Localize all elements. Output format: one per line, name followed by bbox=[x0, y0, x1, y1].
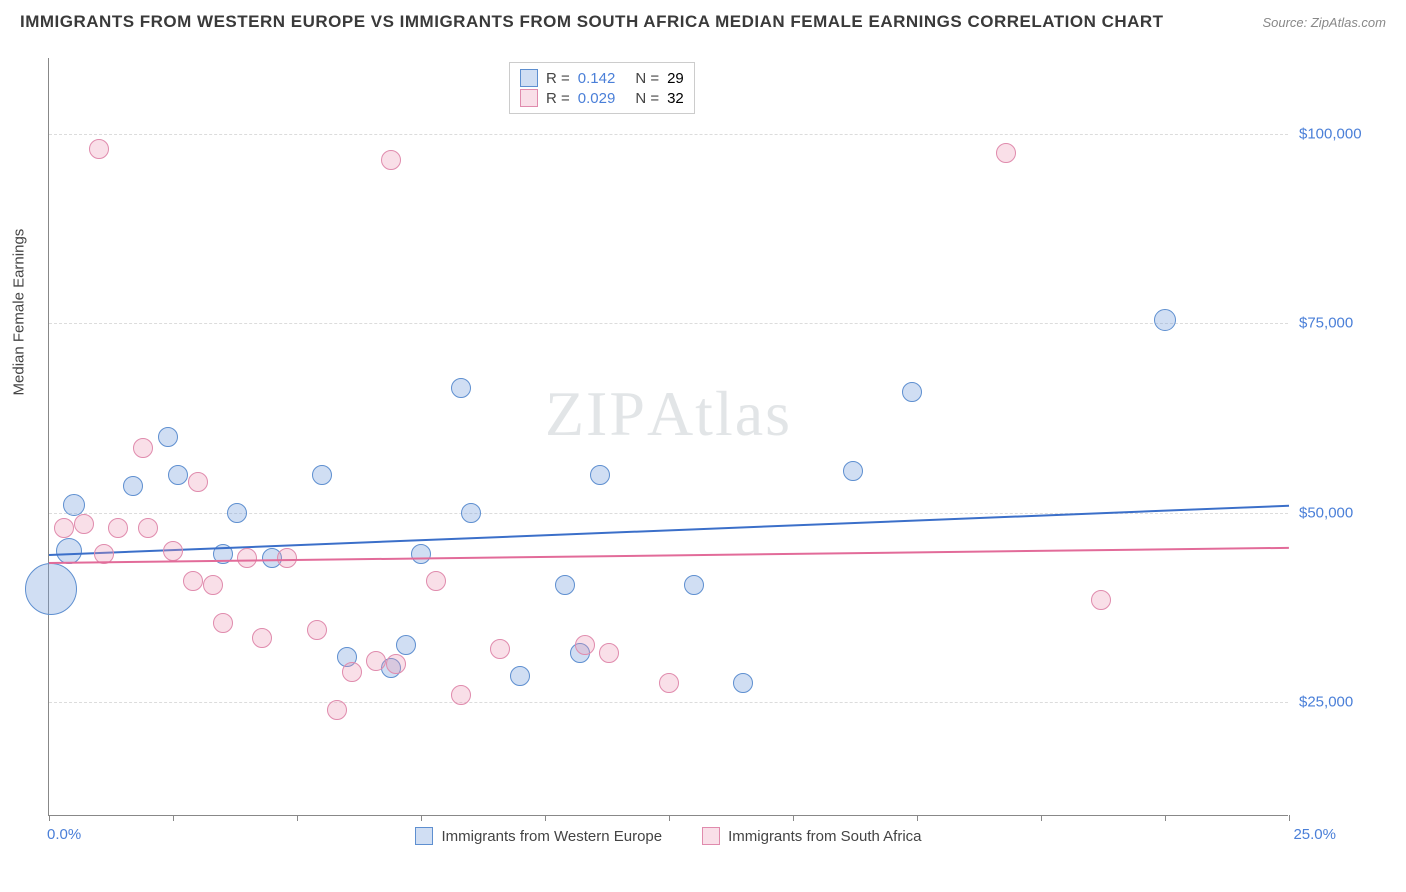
r-label: R = bbox=[546, 90, 570, 107]
data-point bbox=[213, 613, 233, 633]
data-point bbox=[74, 514, 94, 534]
x-tick bbox=[421, 815, 422, 821]
data-point bbox=[599, 643, 619, 663]
gridline-h bbox=[49, 702, 1288, 703]
data-point bbox=[307, 620, 327, 640]
data-point bbox=[158, 427, 178, 447]
data-point bbox=[411, 544, 431, 564]
watermark-text: ZIPAtlas bbox=[545, 377, 792, 451]
y-tick-label: $25,000 bbox=[1299, 694, 1353, 711]
data-point bbox=[843, 461, 863, 481]
trend-line bbox=[49, 547, 1289, 564]
x-min-label: 0.0% bbox=[47, 826, 81, 843]
series-name-1: Immigrants from Western Europe bbox=[441, 828, 662, 845]
data-point bbox=[902, 382, 922, 402]
legend-row-series-2: R = 0.029 N = 32 bbox=[520, 89, 684, 107]
data-point bbox=[163, 541, 183, 561]
data-point bbox=[555, 575, 575, 595]
data-point bbox=[575, 635, 595, 655]
data-point bbox=[451, 378, 471, 398]
swatch-series-1 bbox=[520, 69, 538, 87]
series-legend: Immigrants from Western Europe Immigrant… bbox=[49, 827, 1288, 845]
data-point bbox=[312, 465, 332, 485]
data-point bbox=[490, 639, 510, 659]
data-point bbox=[510, 666, 530, 686]
x-tick bbox=[49, 815, 50, 821]
x-tick bbox=[793, 815, 794, 821]
r-value-1: 0.142 bbox=[578, 70, 616, 87]
y-tick-label: $100,000 bbox=[1299, 125, 1362, 142]
data-point bbox=[342, 662, 362, 682]
data-point bbox=[451, 685, 471, 705]
data-point bbox=[590, 465, 610, 485]
data-point bbox=[659, 673, 679, 693]
data-point bbox=[1091, 590, 1111, 610]
data-point bbox=[461, 503, 481, 523]
data-point bbox=[108, 518, 128, 538]
y-tick-label: $50,000 bbox=[1299, 504, 1353, 521]
data-point bbox=[327, 700, 347, 720]
data-point bbox=[203, 575, 223, 595]
n-value-1: 29 bbox=[667, 70, 684, 87]
r-label: R = bbox=[546, 70, 570, 87]
y-tick-label: $75,000 bbox=[1299, 315, 1353, 332]
scatter-chart: Median Female Earnings ZIPAtlas R = 0.14… bbox=[48, 58, 1288, 816]
x-tick bbox=[1041, 815, 1042, 821]
data-point bbox=[381, 150, 401, 170]
data-point bbox=[396, 635, 416, 655]
data-point bbox=[63, 494, 85, 516]
source-attribution: Source: ZipAtlas.com bbox=[1262, 15, 1386, 30]
source-prefix: Source: bbox=[1262, 15, 1310, 30]
x-tick bbox=[1165, 815, 1166, 821]
n-label: N = bbox=[635, 70, 659, 87]
data-point bbox=[123, 476, 143, 496]
data-point bbox=[89, 139, 109, 159]
r-value-2: 0.029 bbox=[578, 90, 616, 107]
gridline-h bbox=[49, 323, 1288, 324]
legend-item-1: Immigrants from Western Europe bbox=[415, 827, 662, 845]
chart-title: IMMIGRANTS FROM WESTERN EUROPE VS IMMIGR… bbox=[20, 12, 1164, 32]
legend-item-2: Immigrants from South Africa bbox=[702, 827, 921, 845]
data-point bbox=[386, 654, 406, 674]
n-label: N = bbox=[635, 90, 659, 107]
x-tick bbox=[173, 815, 174, 821]
data-point bbox=[168, 465, 188, 485]
data-point bbox=[366, 651, 386, 671]
data-point bbox=[54, 518, 74, 538]
x-tick bbox=[545, 815, 546, 821]
x-tick bbox=[669, 815, 670, 821]
data-point bbox=[996, 143, 1016, 163]
data-point bbox=[684, 575, 704, 595]
data-point bbox=[56, 538, 82, 564]
source-name: ZipAtlas.com bbox=[1311, 15, 1386, 30]
data-point bbox=[227, 503, 247, 523]
x-tick bbox=[297, 815, 298, 821]
legend-row-series-1: R = 0.142 N = 29 bbox=[520, 69, 684, 87]
data-point bbox=[138, 518, 158, 538]
data-point bbox=[252, 628, 272, 648]
data-point bbox=[133, 438, 153, 458]
data-point bbox=[183, 571, 203, 591]
data-point bbox=[1154, 309, 1176, 331]
x-tick bbox=[1289, 815, 1290, 821]
x-tick bbox=[917, 815, 918, 821]
chart-header: IMMIGRANTS FROM WESTERN EUROPE VS IMMIGR… bbox=[0, 0, 1406, 40]
data-point bbox=[188, 472, 208, 492]
data-point bbox=[25, 563, 77, 615]
series-name-2: Immigrants from South Africa bbox=[728, 828, 921, 845]
gridline-h bbox=[49, 134, 1288, 135]
swatch-icon bbox=[415, 827, 433, 845]
x-max-label: 25.0% bbox=[1293, 826, 1336, 843]
n-value-2: 32 bbox=[667, 90, 684, 107]
data-point bbox=[426, 571, 446, 591]
correlation-legend: R = 0.142 N = 29 R = 0.029 N = 32 bbox=[509, 62, 695, 114]
swatch-series-2 bbox=[520, 89, 538, 107]
y-axis-title: Median Female Earnings bbox=[11, 228, 28, 395]
data-point bbox=[733, 673, 753, 693]
data-point bbox=[237, 548, 257, 568]
swatch-icon bbox=[702, 827, 720, 845]
